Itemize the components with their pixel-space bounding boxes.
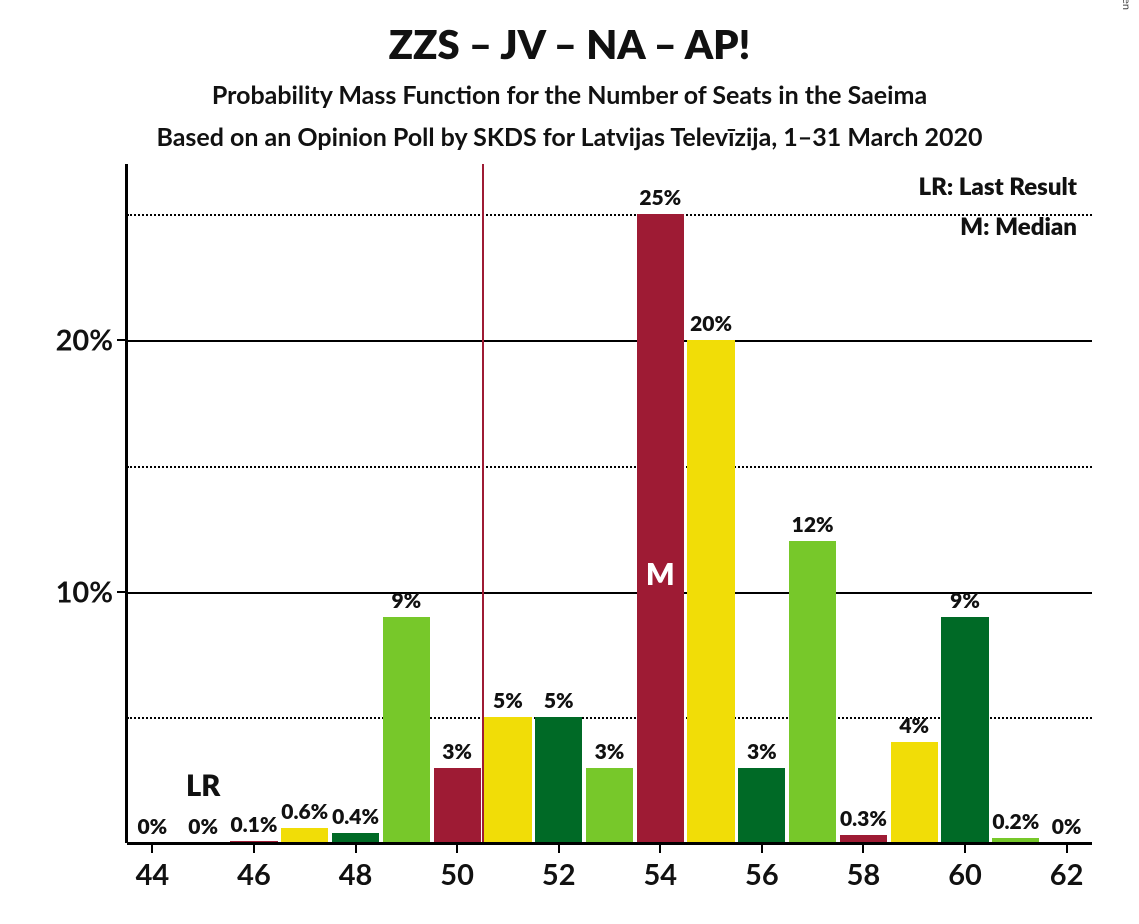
x-axis-tick-label: 48 — [339, 857, 373, 892]
x-axis-tick-mark — [253, 843, 255, 853]
median-marker: M — [646, 556, 675, 592]
x-axis-tick-mark — [1066, 843, 1068, 853]
bar-value-label: 12% — [792, 512, 834, 537]
bar-value-label: 3% — [747, 739, 777, 764]
x-axis-tick-label: 58 — [847, 857, 881, 892]
bar-value-label: 9% — [391, 588, 421, 613]
gridline-major — [127, 340, 1092, 342]
bar-value-label: 5% — [493, 688, 523, 713]
bar-value-label: 0.2% — [992, 809, 1039, 834]
chart-title: ZZS – JV – NA – AP! — [0, 22, 1139, 66]
x-axis-tick-mark — [964, 843, 966, 853]
bar: 12% — [789, 541, 836, 843]
x-axis-tick-mark — [151, 843, 153, 853]
x-axis — [127, 842, 1092, 845]
bar: 0.6% — [281, 828, 328, 843]
bar-value-label: 4% — [899, 713, 929, 738]
x-axis-tick-label: 56 — [745, 857, 779, 892]
gridline-minor — [127, 214, 1092, 216]
bar-value-label: 9% — [950, 588, 980, 613]
bar-value-label: 0% — [188, 814, 218, 839]
y-axis-tick-label: 10% — [56, 574, 113, 609]
bar: 9% — [383, 617, 430, 843]
bar: 20% — [687, 340, 734, 843]
bar-value-label: 5% — [544, 688, 574, 713]
x-axis-tick-label: 60 — [948, 857, 982, 892]
x-axis-tick-label: 44 — [136, 857, 170, 892]
bar: 25%M — [637, 214, 684, 843]
y-axis-tick-label: 20% — [56, 323, 113, 358]
x-axis-tick-mark — [558, 843, 560, 853]
bar-value-label: 0% — [138, 814, 168, 839]
x-axis-tick-label: 52 — [542, 857, 576, 892]
bar: 3% — [738, 768, 785, 843]
gridline-major — [127, 592, 1092, 594]
x-axis-tick-label: 62 — [1050, 857, 1084, 892]
last-result-label: LR — [186, 768, 220, 803]
bar: 4% — [891, 742, 938, 843]
last-result-vline — [482, 164, 484, 843]
copyright-text: © 2020 Filip van Laenen — [1120, 0, 1133, 10]
bar: 5% — [484, 717, 531, 843]
bar-value-label: 25% — [639, 185, 681, 210]
bar-value-label: 20% — [690, 311, 732, 336]
chart-subtitle-line1: Probability Mass Function for the Number… — [0, 80, 1139, 110]
bar-value-label: 0.3% — [840, 806, 887, 831]
x-axis-tick-label: 46 — [237, 857, 271, 892]
bar: 3% — [586, 768, 633, 843]
pmf-seats-chart: © 2020 Filip van Laenen ZZS – JV – NA – … — [0, 0, 1139, 924]
x-axis-tick-mark — [761, 843, 763, 853]
legend-median: M: Median — [960, 212, 1077, 241]
gridline-minor — [127, 466, 1092, 468]
chart-subtitle-line2: Based on an Opinion Poll by SKDS for Lat… — [0, 122, 1139, 152]
bar-value-label: 0.1% — [230, 812, 277, 837]
bar-value-label: 0% — [1052, 814, 1082, 839]
x-axis-tick-label: 54 — [643, 857, 677, 892]
y-axis — [125, 164, 128, 843]
legend-last-result: LR: Last Result — [919, 172, 1077, 201]
bar-value-label: 3% — [442, 739, 472, 764]
bar-value-label: 0.4% — [332, 804, 379, 829]
x-axis-tick-mark — [456, 843, 458, 853]
bar: 9% — [941, 617, 988, 843]
bar: 5% — [535, 717, 582, 843]
plot-area: 10%20%0%0%0.1%0.6%0.4%9%3%5%5%3%25%M20%3… — [127, 164, 1092, 843]
x-axis-tick-label: 50 — [440, 857, 474, 892]
bar-value-label: 3% — [595, 739, 625, 764]
x-axis-tick-mark — [659, 843, 661, 853]
x-axis-tick-mark — [862, 843, 864, 853]
bar-value-label: 0.6% — [281, 799, 328, 824]
x-axis-tick-mark — [355, 843, 357, 853]
bar: 3% — [434, 768, 481, 843]
